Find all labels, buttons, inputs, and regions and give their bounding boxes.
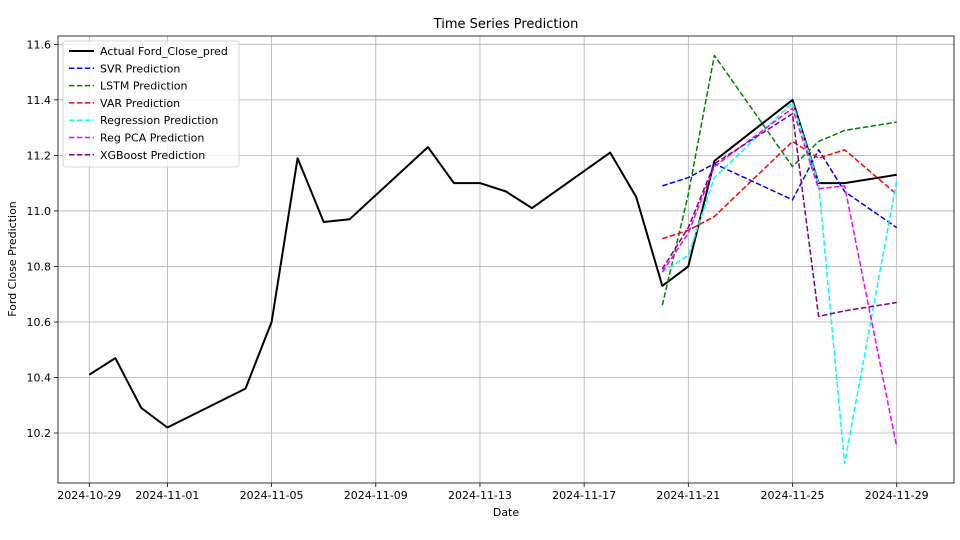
y-tick-label: 10.8: [27, 260, 52, 273]
legend-box: [62, 40, 240, 168]
series-line-xgboost-prediction: [661, 112, 897, 318]
chart-title: Time Series Prediction: [433, 17, 579, 32]
legend: Actual Ford_Close_pred SVR Prediction LSTM…: [62, 40, 240, 168]
y-axis-ticks: 10.2 10.4 10.6 10.8 11.0 11.2 11.4 11.6: [27, 38, 58, 440]
series-lines: [88, 54, 898, 465]
x-tick-label: 2024-10-29: [57, 489, 121, 502]
x-tick-label: 2024-11-17: [552, 489, 616, 502]
x-axis-ticks: 2024-10-29 2024-11-01 2024-11-05 2024-11-09…: [57, 483, 929, 502]
legend-label: SVR Prediction: [100, 62, 180, 75]
x-tick-label: 2024-11-13: [448, 489, 512, 502]
y-tick-label: 10.6: [27, 316, 52, 329]
legend-label: Actual Ford_Close_pred: [100, 45, 228, 58]
series-line-reg-pca-prediction: [661, 107, 898, 448]
series-line-svr-prediction: [662, 149, 898, 229]
y-tick-label: 11.6: [27, 38, 52, 51]
legend-label: XGBoost Prediction: [100, 149, 205, 162]
legend-label: Reg PCA Prediction: [100, 132, 204, 145]
series-line-actual-ford-close-pred: [88, 98, 897, 429]
plot-frame: [57, 35, 955, 484]
y-tick-label: 11.4: [27, 94, 52, 107]
x-tick-label: 2024-11-21: [656, 489, 720, 502]
y-tick-label: 10.2: [27, 427, 52, 440]
x-tick-label: 2024-11-01: [135, 489, 199, 502]
series-line-regression-prediction: [661, 101, 898, 465]
y-tick-label: 11.0: [27, 205, 52, 218]
series-line-var-prediction: [662, 140, 898, 240]
x-tick-label: 2024-11-05: [240, 489, 304, 502]
y-tick-label: 11.2: [27, 149, 52, 162]
legend-label: VAR Prediction: [100, 97, 180, 110]
x-tick-label: 2024-11-25: [761, 489, 825, 502]
legend-label: Regression Prediction: [100, 114, 218, 127]
y-tick-label: 10.4: [27, 371, 52, 384]
x-axis-title: Date: [493, 506, 520, 519]
legend-label: LSTM Prediction: [100, 80, 187, 93]
y-axis-title: Ford Close Prediction: [6, 201, 19, 317]
x-tick-label: 2024-11-09: [344, 489, 408, 502]
series-line-lstm-prediction: [661, 54, 897, 306]
x-tick-label: 2024-11-29: [865, 489, 929, 502]
